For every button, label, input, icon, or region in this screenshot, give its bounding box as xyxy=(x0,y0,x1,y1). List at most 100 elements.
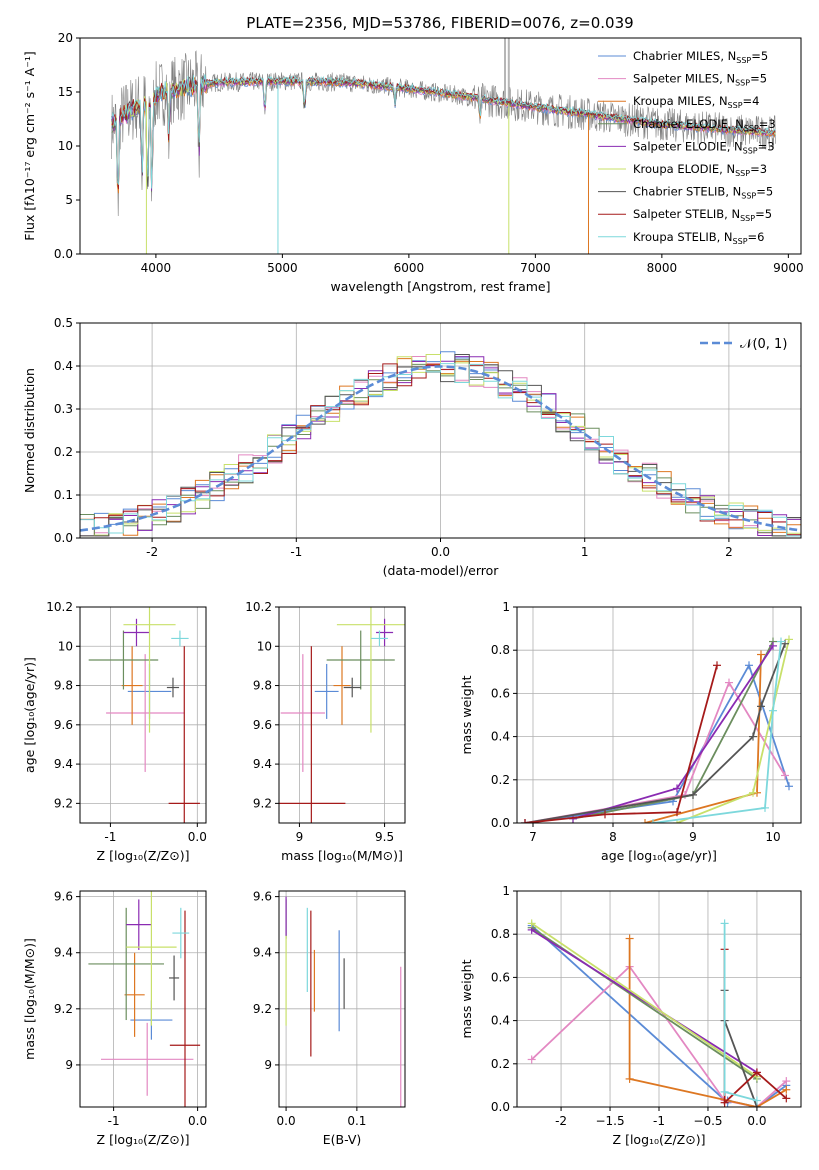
weight-line xyxy=(524,665,718,823)
x-axis-label: wavelength [Angstrom, rest frame] xyxy=(330,279,550,294)
x-tick-label: 10 xyxy=(765,830,780,844)
x-tick-label: 6000 xyxy=(394,261,425,275)
weight-line xyxy=(644,654,762,823)
weight-marker xyxy=(689,790,697,799)
y-tick-label: 10 xyxy=(58,139,73,153)
plot-area xyxy=(88,891,201,1107)
x-tick-label: 0.0 xyxy=(431,545,450,559)
y-tick-label: 0.8 xyxy=(491,643,510,657)
weight-marker xyxy=(745,661,753,670)
data-point xyxy=(333,646,351,725)
weight-marker xyxy=(782,1094,791,1103)
axes-frame: 4000 5000 6000 7000 8000 9000 0.0 5 10 15 20 wavele… xyxy=(22,31,804,294)
plot-area xyxy=(279,607,405,823)
weight-marker xyxy=(757,702,765,711)
weight-marker xyxy=(769,706,777,715)
panel-mass_vs_ebv: 0.0 0.1 9 9.2 9.4 9.6 E(B-V) xyxy=(253,890,406,1147)
y-tick-label: 9.8 xyxy=(253,679,272,693)
weight-marker xyxy=(781,771,789,780)
y-axis-label: Normed distribution xyxy=(22,368,37,493)
y-tick-label: 10 xyxy=(58,639,73,653)
weight-marker xyxy=(521,819,529,823)
data-point xyxy=(370,630,388,647)
legend-entry: Chabrier ELODIE, NSSP=3 xyxy=(633,117,776,133)
data-point xyxy=(169,955,180,1001)
x-tick-label: 7000 xyxy=(520,261,551,275)
panel-age_vs_mass: 9 9.5 9.2 9.4 9.6 9.8 10 10.2 mass [log₁₀(M/M⊙)] xyxy=(245,600,406,863)
y-tick-label: 0.2 xyxy=(491,1057,510,1071)
y-tick-label: 9.2 xyxy=(253,1002,272,1016)
y-tick-label: 9.2 xyxy=(54,1002,73,1016)
plot-area xyxy=(285,896,402,1107)
weight-marker xyxy=(785,635,793,644)
axes-border xyxy=(278,606,406,824)
x-tick-label: −1.5 xyxy=(595,1114,624,1128)
plot-area xyxy=(527,919,791,1107)
charts-layer: 4000 5000 6000 7000 8000 9000 0.0 5 10 15 20 wavele… xyxy=(22,31,804,1147)
weight-marker xyxy=(785,782,793,791)
figure-title: PLATE=2356, MJD=53786, FIBERID=0076, z=0… xyxy=(246,14,633,32)
data-point xyxy=(279,646,346,823)
weight-marker xyxy=(769,641,777,650)
legend-entry: Chabrier STELIB, NSSP=5 xyxy=(633,185,773,201)
x-tick-label: 0.0 xyxy=(188,830,207,844)
panel-spectrum: 4000 5000 6000 7000 8000 9000 0.0 5 10 15 20 wavele… xyxy=(22,31,804,294)
data-point xyxy=(101,1022,194,1096)
weight-marker xyxy=(673,808,681,817)
weight-marker xyxy=(782,1085,791,1094)
y-tick-label: 9.2 xyxy=(54,796,73,810)
weight-line xyxy=(531,922,758,1078)
weight-marker xyxy=(625,934,634,943)
axes-frame: -1 0.0 9.2 9.4 9.6 9.8 10 10.2 Z [log₁₀(Z/Z⊙)] ag… xyxy=(22,600,207,863)
data-point xyxy=(126,891,177,1026)
axes-frame: 7 8 9 10 0.0 0.2 0.4 0.6 0.8 1 age [log₁₀(age/yr)]… xyxy=(459,600,802,863)
x-axis-label: Z [log₁₀(Z/Z⊙)] xyxy=(613,1132,706,1147)
data-point xyxy=(336,607,405,733)
plot-area xyxy=(111,38,776,254)
y-tick-label: 10 xyxy=(257,639,272,653)
axes-border xyxy=(79,890,207,1108)
legend-entry: Kroupa MILES, NSSP=4 xyxy=(633,94,759,110)
panel-age_vs_Z: -1 0.0 9.2 9.4 9.6 9.8 10 10.2 Z [log₁₀(Z/Z⊙)] ag… xyxy=(22,600,207,863)
y-axis-label: mass weight xyxy=(459,959,474,1038)
model-spectrum-chabrier-stelib xyxy=(111,75,776,187)
y-tick-label: 0.2 xyxy=(491,773,510,787)
axes-border xyxy=(278,890,406,1108)
weight-marker xyxy=(713,661,721,670)
x-tick-label: −0.5 xyxy=(693,1114,722,1128)
data-point xyxy=(88,630,159,690)
weight-marker xyxy=(625,1074,634,1083)
plot-area xyxy=(80,351,801,537)
y-tick-label: 9.4 xyxy=(253,757,272,771)
x-tick-label: 9.5 xyxy=(375,830,394,844)
data-point xyxy=(376,618,394,647)
y-tick-label: 9.4 xyxy=(54,946,73,960)
weight-marker xyxy=(527,919,536,928)
x-tick-label: 4000 xyxy=(141,261,172,275)
normal-curve xyxy=(80,365,799,532)
y-tick-label: 5 xyxy=(65,193,73,207)
x-tick-label: -2 xyxy=(555,1114,567,1128)
y-tick-label: 0.5 xyxy=(54,316,73,330)
x-tick-label: 5000 xyxy=(267,261,298,275)
y-tick-label: 0.0 xyxy=(491,816,510,830)
data-point xyxy=(326,630,395,690)
axes-frame: -2 -1 0.0 1 2 0.0 0.1 0.2 0.3 0.4 0.5 (data-model)/… xyxy=(22,316,802,578)
x-tick-label: 0.0 xyxy=(277,1114,296,1128)
weight-line xyxy=(572,641,774,820)
x-tick-label: 9000 xyxy=(773,261,804,275)
y-tick-label: 0.4 xyxy=(491,1014,510,1028)
x-tick-label: -1 xyxy=(104,830,116,844)
y-tick-label: 0.0 xyxy=(54,247,73,261)
data-point xyxy=(172,907,190,959)
model-spectrum-salpeter-stelib xyxy=(111,76,776,190)
y-tick-label: 0.4 xyxy=(54,359,73,373)
x-axis-label: mass [log₁₀(M/M⊙)] xyxy=(281,848,403,863)
weight-line xyxy=(628,938,787,1107)
weight-line xyxy=(723,990,758,1107)
plot-area xyxy=(88,607,200,823)
legend-entry: Salpeter MILES, NSSP=5 xyxy=(633,72,767,88)
x-axis-label: age [log₁₀(age/yr)] xyxy=(601,848,717,863)
y-tick-label: 0.3 xyxy=(54,402,73,416)
